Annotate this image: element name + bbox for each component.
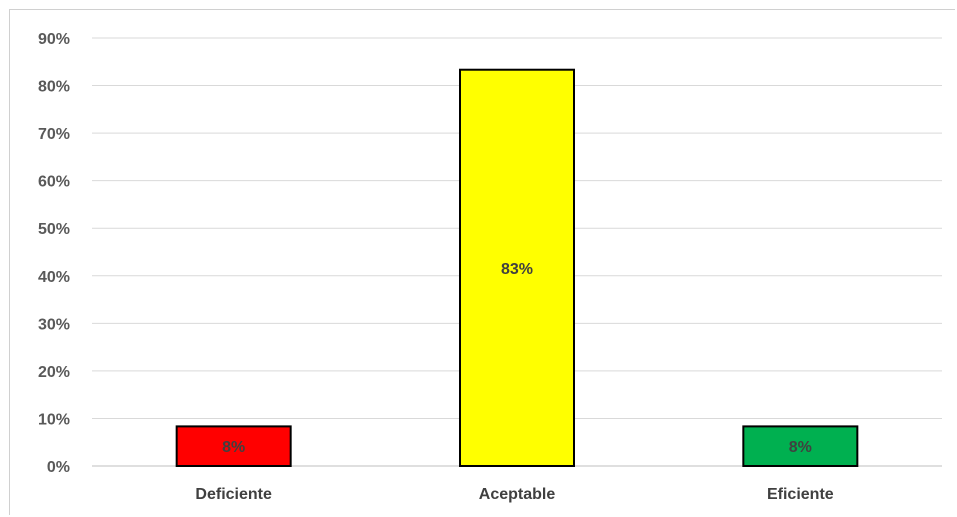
y-tick-label: 90% [38, 31, 70, 48]
y-tick-label: 0% [47, 459, 70, 476]
x-axis-categories: Deficiente Aceptable Eficiente [195, 486, 833, 503]
bar-eficiente [742, 425, 859, 468]
y-tick-label: 20% [38, 364, 70, 381]
data-label-aceptable: 83% [501, 261, 533, 278]
y-tick-label: 80% [38, 79, 70, 96]
y-tick-label: 10% [38, 411, 70, 428]
y-tick-label: 30% [38, 316, 70, 333]
y-axis-ticks: 0% 10% 20% 30% 40% 50% 60% 70% 80% 90% [38, 31, 70, 476]
category-label-aceptable: Aceptable [479, 486, 556, 503]
bar-deficiente [175, 425, 292, 468]
data-label-deficiente: 8% [222, 439, 245, 456]
y-tick-label: 60% [38, 174, 70, 191]
category-label-eficiente: Eficiente [767, 486, 834, 503]
chart-frame [9, 9, 955, 515]
data-labels: 8% 83% 8% [222, 261, 812, 456]
y-tick-label: 70% [38, 126, 70, 143]
data-label-eficiente: 8% [789, 439, 812, 456]
bar-aceptable [459, 68, 575, 468]
y-tick-label: 40% [38, 269, 70, 286]
category-label-deficiente: Deficiente [195, 486, 272, 503]
bars [175, 68, 859, 468]
y-tick-label: 50% [38, 221, 70, 238]
